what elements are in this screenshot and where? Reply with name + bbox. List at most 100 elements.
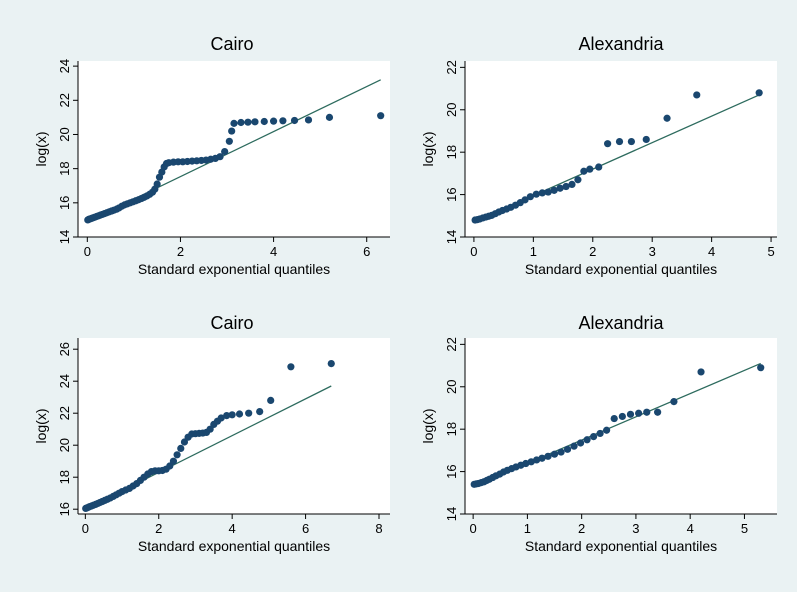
y-tick-label: 24 <box>57 59 72 73</box>
x-tick-label: 5 <box>741 521 748 536</box>
panel-title: Alexandria <box>578 34 664 54</box>
plot-panel-4: Alexandria 0 1 2 3 4 5 14 16 18 20 22 Standard expon… <box>420 313 777 554</box>
data-point <box>153 180 161 188</box>
data-point <box>596 429 604 438</box>
y-tick-label: 20 <box>57 438 72 452</box>
data-point <box>589 433 598 441</box>
data-point <box>244 118 252 126</box>
data-point <box>377 112 385 120</box>
data-point <box>544 452 552 460</box>
x-tick-label: 0 <box>84 244 91 259</box>
panel-title: Alexandria <box>578 313 664 333</box>
data-point <box>556 184 564 192</box>
data-point <box>574 176 582 184</box>
x-tick-label: 0 <box>470 521 477 536</box>
y-tick-label: 22 <box>444 337 459 351</box>
y-tick-label: 20 <box>444 103 459 117</box>
data-point <box>522 459 530 468</box>
y-tick-label: 18 <box>444 422 459 436</box>
y-tick-label: 16 <box>444 187 459 201</box>
data-point <box>603 426 611 434</box>
panel-title: Cairo <box>210 313 253 333</box>
data-point <box>169 457 178 465</box>
panel-title: Cairo <box>210 34 253 54</box>
y-tick-label: 16 <box>444 464 459 478</box>
y-tick-label: 16 <box>57 502 72 516</box>
data-point <box>562 182 570 191</box>
data-point <box>228 127 236 135</box>
data-point <box>550 186 558 194</box>
data-point <box>256 408 264 416</box>
x-tick-label: 3 <box>632 521 639 536</box>
plot-region <box>465 338 777 514</box>
data-point <box>267 396 275 404</box>
x-axis-label: Standard exponential quantiles <box>525 261 717 277</box>
x-tick-label: 2 <box>155 521 162 536</box>
y-axis-label: log(x) <box>33 131 49 166</box>
data-point <box>526 193 534 201</box>
data-point <box>230 119 238 127</box>
x-tick-label: 8 <box>375 521 382 536</box>
data-point <box>225 137 233 145</box>
data-point <box>642 135 650 144</box>
data-point <box>618 412 626 421</box>
data-point <box>290 116 299 125</box>
data-point <box>538 189 546 197</box>
y-tick-label: 22 <box>57 406 72 420</box>
y-tick-label: 16 <box>57 196 72 210</box>
x-tick-label: 4 <box>687 521 694 536</box>
data-point <box>221 147 229 156</box>
data-point <box>755 89 763 97</box>
data-point <box>532 190 540 198</box>
x-tick-label: 4 <box>229 521 236 536</box>
x-tick-label: 6 <box>363 244 370 259</box>
y-tick-label: 14 <box>57 230 72 244</box>
data-point <box>521 196 529 204</box>
y-axis-label: log(x) <box>420 131 436 166</box>
y-tick-label: 26 <box>57 342 72 356</box>
plot-panel-2: Alexandria 0 1 2 3 4 5 14 16 18 20 22 Standard expon… <box>420 34 777 277</box>
x-tick-label: 3 <box>649 244 656 259</box>
y-tick-label: 14 <box>444 507 459 521</box>
y-tick-label: 20 <box>57 127 72 141</box>
data-point <box>583 436 591 444</box>
y-tick-label: 22 <box>57 93 72 107</box>
data-point <box>237 118 245 127</box>
data-point <box>279 117 287 125</box>
data-point <box>544 188 552 196</box>
data-point <box>586 165 594 173</box>
data-point <box>235 410 244 418</box>
y-tick-label: 18 <box>57 161 72 175</box>
data-point <box>245 409 253 417</box>
data-point <box>527 458 535 466</box>
data-point <box>538 454 546 462</box>
y-tick-label: 24 <box>57 374 72 388</box>
data-point <box>550 450 559 458</box>
x-tick-label: 4 <box>270 244 277 259</box>
x-tick-label: 5 <box>767 244 774 259</box>
x-tick-label: 0 <box>82 521 89 536</box>
x-tick-label: 6 <box>302 521 309 536</box>
x-tick-label: 1 <box>530 244 537 259</box>
data-point <box>563 445 572 453</box>
x-tick-label: 1 <box>524 521 531 536</box>
data-point <box>693 91 701 99</box>
x-tick-label: 2 <box>177 244 184 259</box>
y-axis-label: log(x) <box>33 408 49 443</box>
y-tick-label: 22 <box>444 60 459 74</box>
data-point <box>287 363 295 371</box>
data-point <box>325 113 334 121</box>
data-point <box>580 167 588 175</box>
x-axis-label: Standard exponential quantiles <box>525 538 717 554</box>
data-point <box>228 411 236 419</box>
data-point <box>697 368 705 376</box>
data-point <box>635 409 643 417</box>
data-point <box>757 364 765 372</box>
data-point <box>557 448 565 456</box>
x-axis-label: Standard exponential quantiles <box>138 261 330 277</box>
data-point <box>654 408 662 416</box>
